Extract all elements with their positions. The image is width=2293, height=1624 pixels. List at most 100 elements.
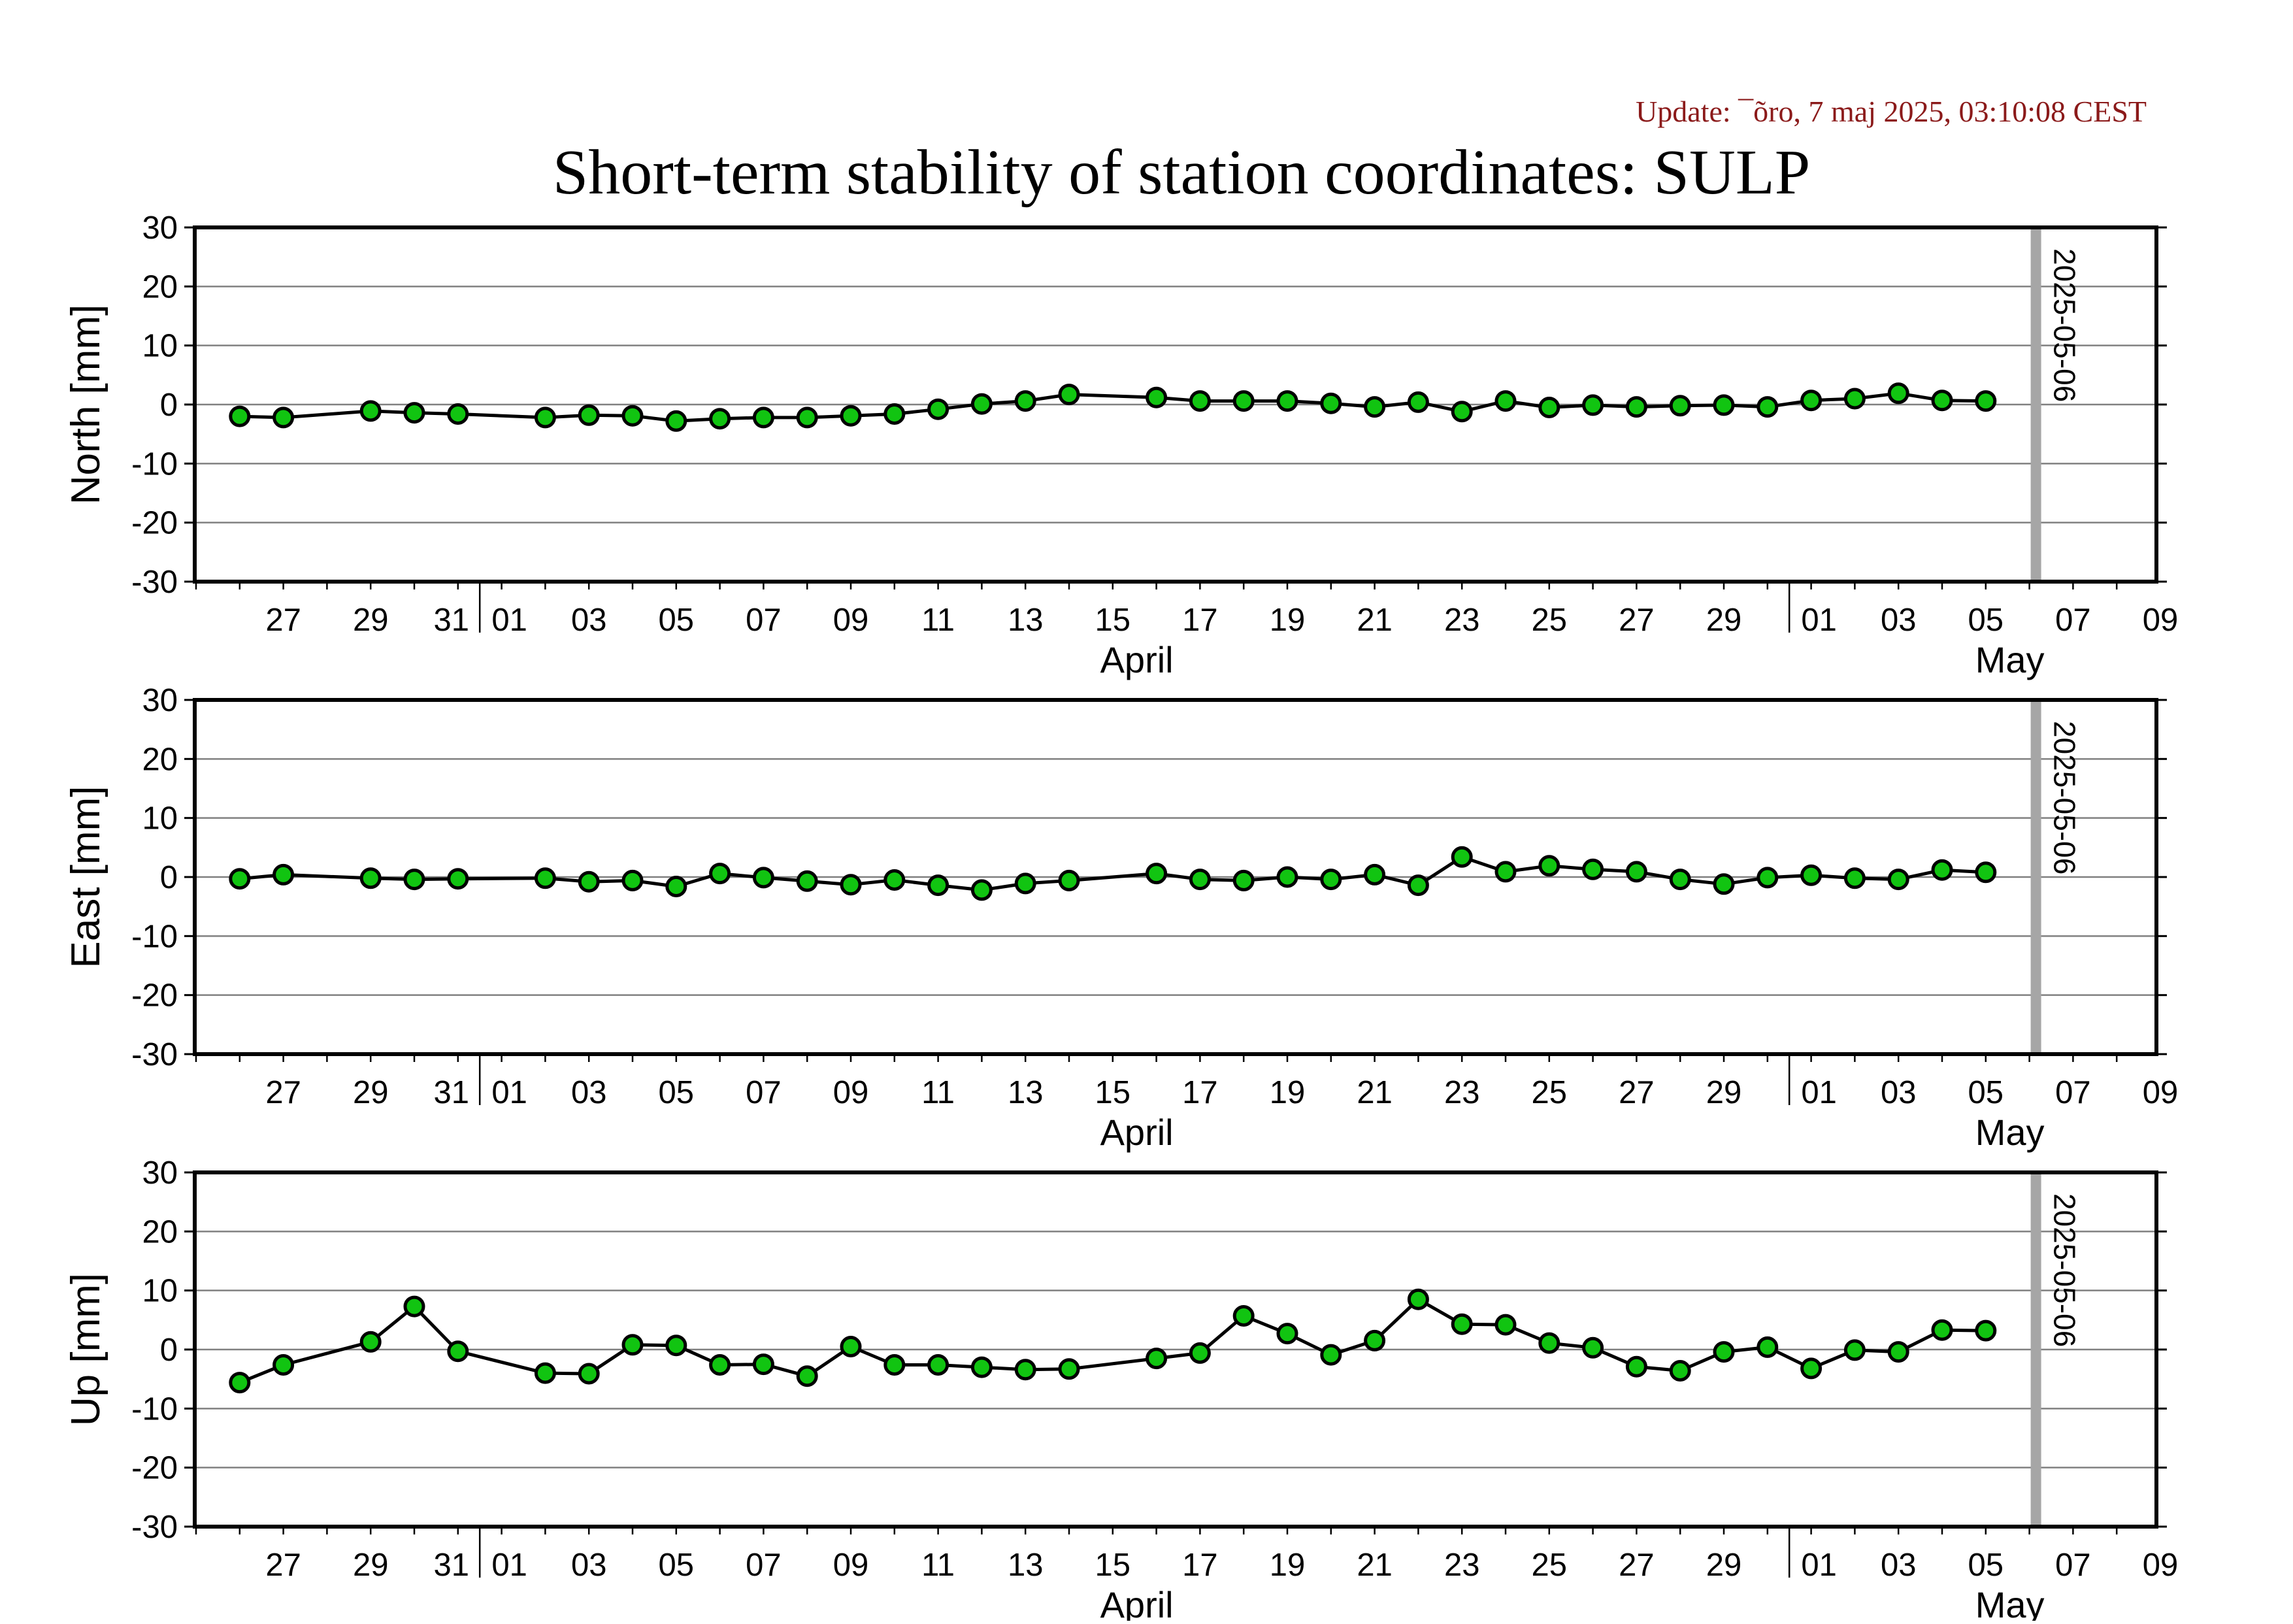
x-tick-label: 23 <box>1444 1075 1480 1110</box>
x-tick-label: 11 <box>921 1548 955 1583</box>
data-point <box>359 400 382 422</box>
data-point <box>1887 382 1909 405</box>
data-point <box>1276 866 1298 888</box>
data-point <box>1538 1332 1560 1354</box>
x-tick-label: 01 <box>1801 603 1837 638</box>
data-point <box>1451 1313 1473 1335</box>
y-tick-label: -10 <box>131 919 178 954</box>
data-point <box>970 879 993 901</box>
x-tick-label: 03 <box>571 1548 607 1583</box>
x-tick-label: 29 <box>1706 603 1742 638</box>
data-point <box>1014 1359 1036 1381</box>
data-point <box>752 1353 774 1376</box>
data-point <box>621 869 644 891</box>
y-tick-label: -30 <box>131 1510 178 1545</box>
x-tick-label: 21 <box>1357 603 1393 638</box>
y-axis-label: East [mm] <box>63 786 108 968</box>
data-point <box>1320 1344 1342 1366</box>
data-point <box>883 1354 906 1376</box>
update-timestamp: Update: ¯õro, 7 maj 2025, 03:10:08 CEST <box>1636 95 2147 128</box>
x-tick-label: 07 <box>2055 1075 2091 1110</box>
y-tick-label: -20 <box>131 978 178 1014</box>
data-point <box>1014 390 1036 412</box>
data-point <box>1887 1341 1909 1363</box>
data-point <box>1058 1358 1080 1380</box>
y-tick-label: 30 <box>142 210 178 246</box>
data-point <box>840 874 862 896</box>
y-tick-label: 10 <box>142 801 178 837</box>
x-tick-label: 09 <box>2143 603 2179 638</box>
month-label: April <box>1100 639 1174 680</box>
data-point <box>403 869 425 891</box>
x-tick-label: 09 <box>2143 1075 2179 1110</box>
x-tick-label: 01 <box>1801 1075 1837 1110</box>
y-tick-label: -20 <box>131 1451 178 1486</box>
data-point <box>1931 389 1953 412</box>
x-tick-label: 25 <box>1532 603 1568 638</box>
data-point <box>1494 390 1517 412</box>
y-tick-label: 0 <box>160 860 178 895</box>
x-tick-label: 07 <box>746 1075 782 1110</box>
panel-north: 2025-05-06 30 20 10 0 -10 -20 -30 North [mm] 27 29… <box>63 210 2178 680</box>
data-point <box>272 1354 295 1376</box>
data-point <box>1058 869 1080 891</box>
data-point <box>1975 861 1997 884</box>
data-point <box>1451 401 1473 423</box>
data-point <box>1276 390 1298 412</box>
y-tick-label: 20 <box>142 269 178 305</box>
y-tick-label: -30 <box>131 1037 178 1072</box>
data-point <box>1494 1314 1517 1336</box>
data-point <box>752 406 774 429</box>
data-point <box>403 402 425 424</box>
data-point <box>927 1354 949 1376</box>
data-point <box>840 1336 862 1357</box>
data-point <box>796 406 818 429</box>
x-tick-label: 09 <box>2143 1548 2179 1583</box>
x-tick-label: 31 <box>434 1548 470 1583</box>
x-tick-label: 09 <box>833 603 869 638</box>
data-point <box>752 867 774 889</box>
y-tick-label: -10 <box>131 446 178 482</box>
data-point <box>447 868 469 890</box>
data-point <box>1757 867 1779 889</box>
data-point <box>229 1372 251 1394</box>
month-label: May <box>1975 1584 2045 1621</box>
data-point <box>883 403 906 425</box>
data-point <box>1189 1342 1211 1364</box>
x-tick-label: 25 <box>1532 1075 1568 1110</box>
data-point <box>709 863 731 885</box>
x-tick-label: 27 <box>265 603 301 638</box>
data-point <box>621 405 644 427</box>
x-tick-label: 03 <box>1881 1075 1917 1110</box>
x-tick-label: 29 <box>1706 1075 1742 1110</box>
data-point <box>1407 391 1429 413</box>
x-tick-label: 15 <box>1095 603 1131 638</box>
y-tick-label: 10 <box>142 329 178 364</box>
data-point <box>1058 384 1080 406</box>
x-tick-label: 31 <box>434 1075 470 1110</box>
data-point <box>1843 388 1866 410</box>
x-tick-label: 05 <box>1968 603 2004 638</box>
y-tick-label: 30 <box>142 1155 178 1191</box>
y-tick-label: 0 <box>160 388 178 423</box>
data-point <box>359 867 382 889</box>
month-label: April <box>1100 1584 1174 1621</box>
date-marker-label: 2025-05-06 <box>2047 721 2081 874</box>
data-point <box>1582 858 1604 880</box>
x-tick-label: 19 <box>1270 1548 1306 1583</box>
x-tick-label: 07 <box>746 603 782 638</box>
data-point <box>1407 874 1429 897</box>
x-tick-label: 13 <box>1008 603 1044 638</box>
data-point <box>1538 397 1560 418</box>
panels: 2025-05-06 30 20 10 0 -10 -20 -30 North [mm] 27 29… <box>63 210 2179 1624</box>
data-point <box>1975 390 1997 412</box>
x-tick-label: 01 <box>491 603 527 638</box>
data-point <box>1320 869 1342 891</box>
x-tick-label: 23 <box>1444 1548 1480 1583</box>
x-tick-label: 19 <box>1270 1075 1306 1110</box>
data-point <box>1189 869 1211 891</box>
data-point <box>1146 863 1168 885</box>
data-point <box>1931 1319 1953 1341</box>
x-tick-label: 03 <box>1881 1548 1917 1583</box>
